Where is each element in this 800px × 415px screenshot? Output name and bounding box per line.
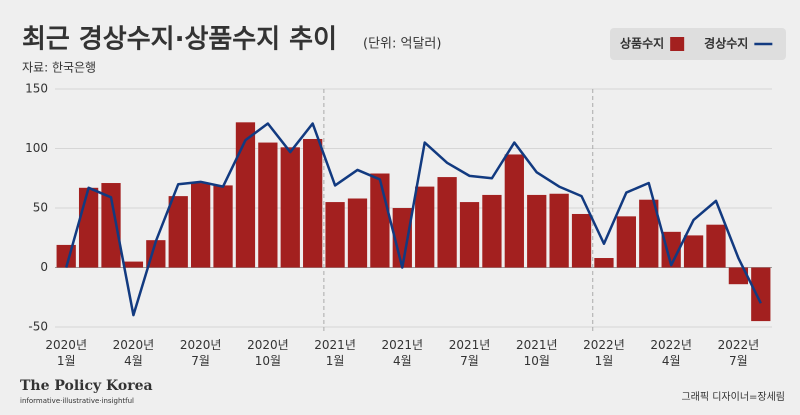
x-tick-label: 2020년 1월 [45, 338, 87, 368]
bar [504, 154, 524, 268]
legend-label: 경상수지 [704, 36, 748, 51]
bar [639, 199, 659, 268]
bar [123, 261, 144, 268]
bar [415, 186, 435, 268]
y-tick-label: -50 [28, 320, 48, 334]
x-tick-label: 2021년 7월 [449, 338, 491, 368]
bar [258, 142, 278, 268]
bar [571, 213, 592, 268]
bar [751, 267, 771, 322]
line [64, 122, 762, 317]
x-tick-label: 2020년 4월 [113, 338, 155, 368]
bar [459, 202, 480, 268]
bar [594, 258, 614, 268]
chart-title: 최근 경상수지·상품수지 추이 [22, 25, 337, 55]
bar [370, 173, 390, 268]
bar [191, 183, 211, 268]
bar [683, 235, 704, 268]
legend-swatch [670, 37, 685, 51]
bar [280, 147, 300, 268]
x-tick-label: 2020년 7월 [180, 338, 222, 368]
source: 자료: 한국은행 [22, 60, 96, 75]
bar [347, 198, 368, 268]
bar [168, 196, 188, 268]
bar [325, 202, 345, 268]
legend-label: 상품수지 [620, 36, 664, 51]
bar [706, 224, 726, 268]
x-tick-label: 2021년 10월 [516, 338, 558, 368]
bar [616, 216, 636, 268]
x-tick-label: 2022년 4월 [650, 338, 692, 368]
bar [437, 177, 457, 268]
brand-tagline: informative·illustrative·insightful [20, 397, 134, 405]
x-tick-label: 2021년 4월 [382, 338, 424, 368]
bar [101, 183, 121, 268]
bar [482, 194, 502, 268]
bar [213, 185, 233, 268]
bar [661, 231, 681, 268]
y-tick-label: 150 [25, 82, 48, 96]
chart-subtitle: (단위: 억달러) [363, 37, 441, 52]
bar [303, 138, 323, 268]
bar [78, 187, 99, 268]
bar [235, 122, 256, 268]
x-tick-label: 2022년 7월 [718, 338, 760, 368]
bar [549, 193, 569, 268]
bar [527, 194, 547, 268]
x-tick-label: 2021년 1월 [314, 338, 356, 368]
credit: 그래픽 디자이너=장세림 [681, 391, 785, 403]
brand: The Policy Korea [20, 378, 153, 394]
legend-box [610, 28, 786, 60]
y-tick-label: 50 [33, 201, 48, 215]
x-tick-label: 2020년 10월 [247, 338, 289, 368]
bar [728, 267, 749, 285]
y-tick-label: 100 [25, 141, 48, 155]
y-tick-label: 0 [40, 260, 48, 274]
x-tick-label: 2022년 1월 [583, 338, 625, 368]
